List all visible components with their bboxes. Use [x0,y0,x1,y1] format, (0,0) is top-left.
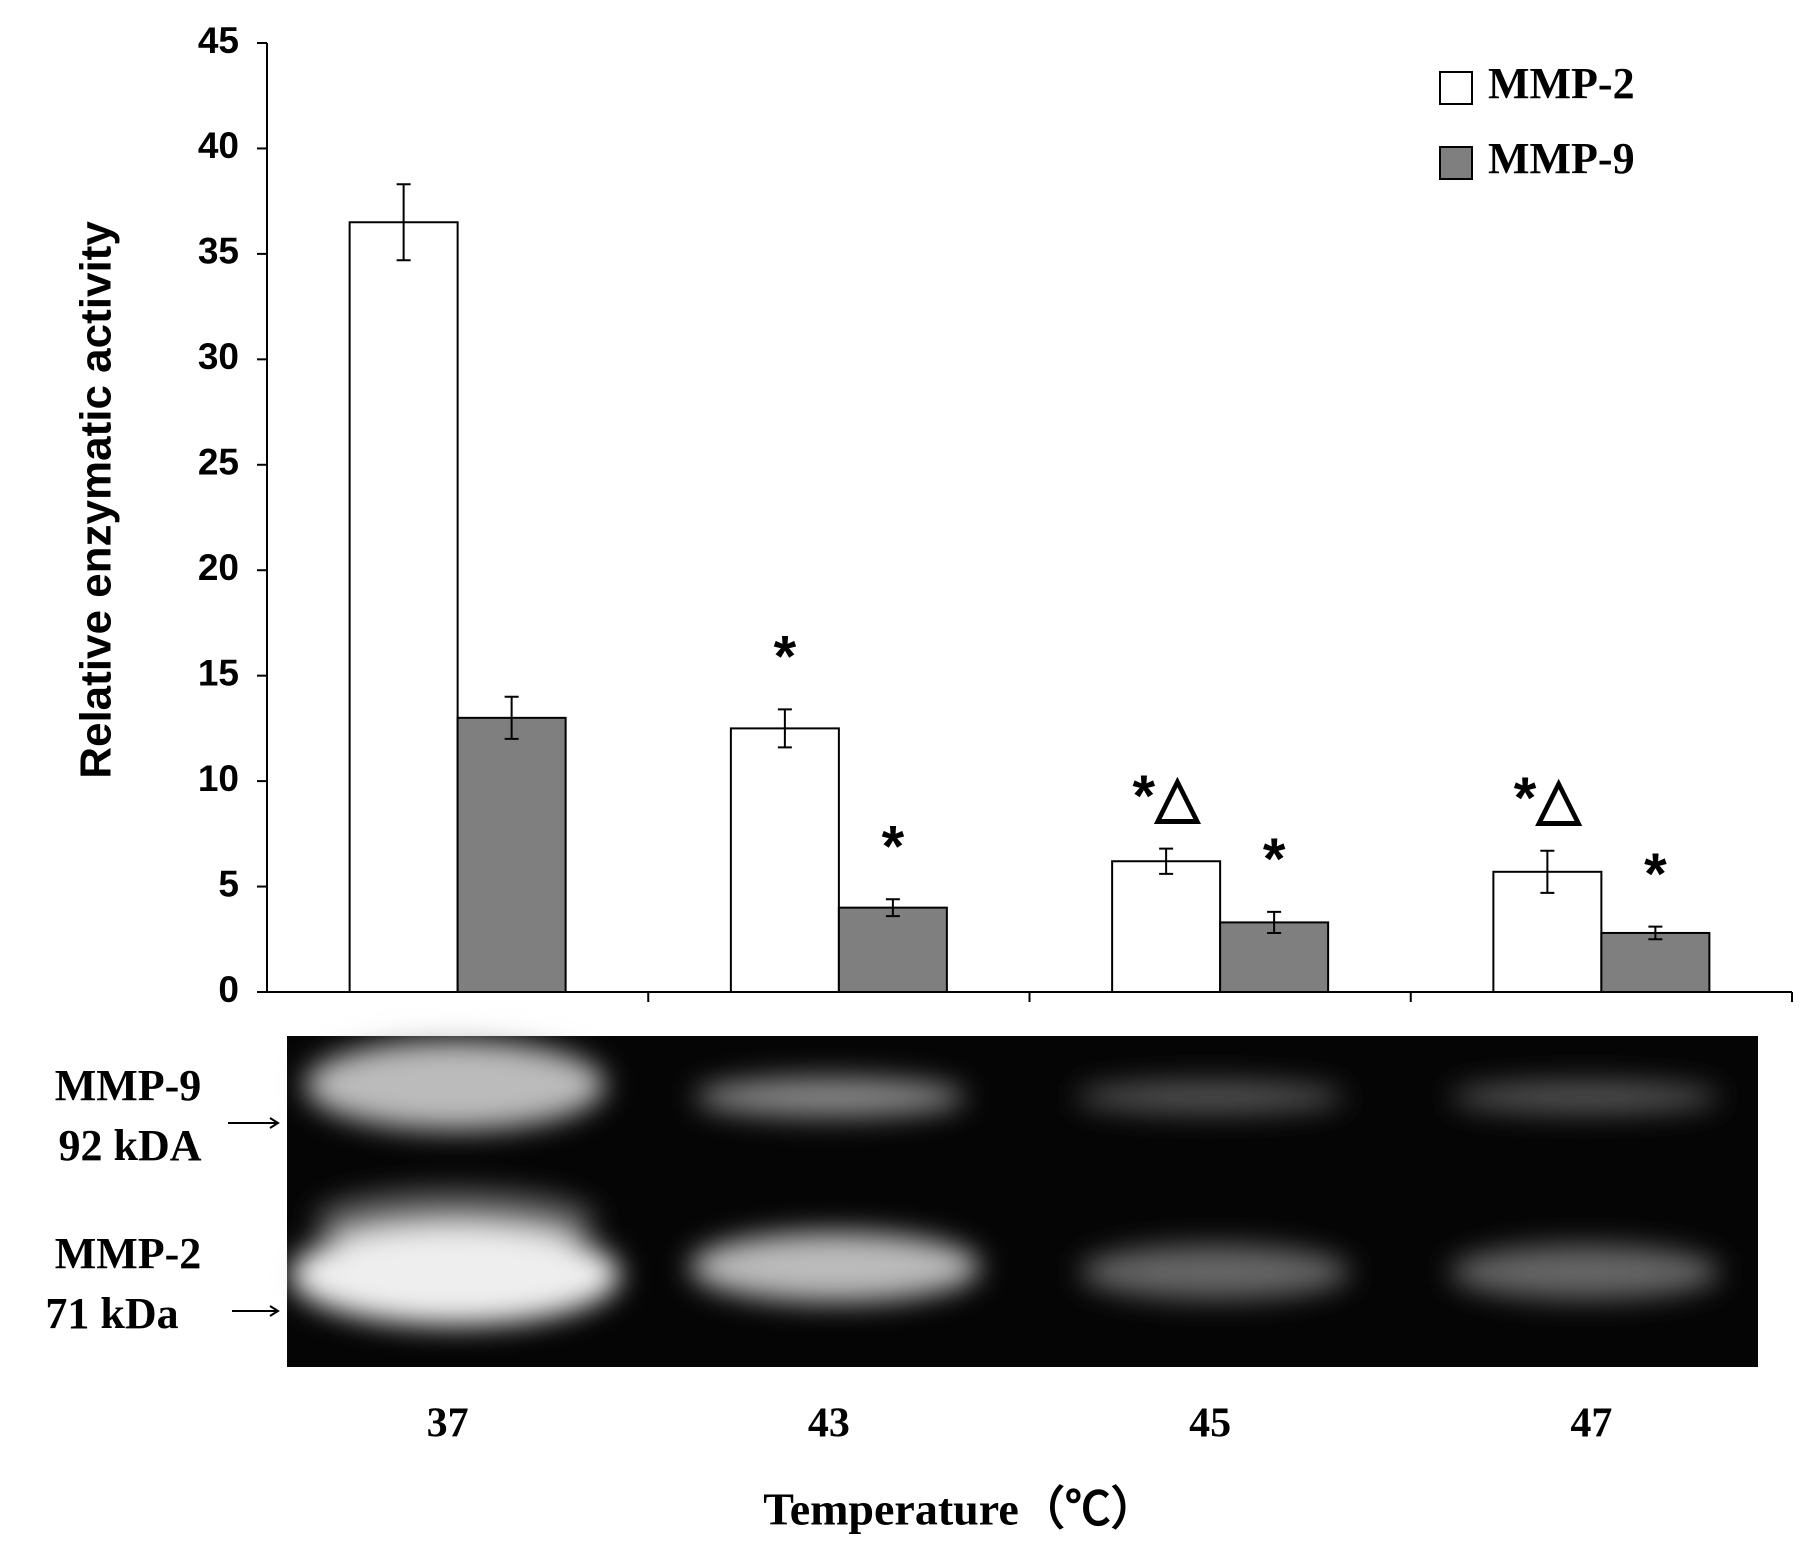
gel-label: MMP-9 [55,1061,202,1110]
error-bar [1267,910,1282,934]
arrow [228,1117,280,1129]
x-tick-label: 47 [1570,1401,1612,1447]
bar [729,727,840,994]
y-axis-label: Relative enzymatic activity [72,221,121,779]
y-tick-label: 0 [218,969,239,1010]
bar [1219,921,1330,994]
legend-swatch [1439,146,1473,180]
error-bar [885,898,900,918]
significance-marker: * [1644,842,1667,907]
y-tick-label: 30 [198,336,239,377]
y-tick-label: 15 [198,652,239,693]
x-axis-label: Temperature（℃） [763,1484,1157,1535]
error-bar [1648,925,1663,941]
significance-marker: * [774,625,797,690]
bar [837,906,948,994]
error-bar [504,695,519,740]
gel-label: 92 kDA [58,1121,201,1170]
legend-swatch [1439,71,1473,105]
significance-marker: *△ [1514,766,1583,831]
significance-marker: * [1263,827,1286,892]
legend-label: MMP-2 [1488,59,1635,108]
gel-label: MMP-2 [55,1229,202,1278]
bar [1600,931,1711,993]
gel-image [287,1036,1758,1367]
y-tick-label: 20 [198,547,239,588]
error-bar [777,708,792,749]
error-bar [1540,849,1555,894]
bar [1111,860,1222,994]
y-tick-label: 35 [198,231,239,272]
x-tick-label: 37 [427,1401,469,1447]
bar [348,221,459,993]
bar [456,716,567,993]
y-tick-label: 45 [198,20,239,61]
legend-label: MMP-9 [1488,134,1635,183]
y-tick-label: 10 [198,758,239,799]
significance-marker: * [882,815,905,880]
y-tick-label: 40 [198,125,239,166]
x-tick-label: 45 [1189,1401,1231,1447]
error-bar [1159,847,1174,875]
x-tick-label: 43 [808,1401,850,1447]
arrow [232,1305,280,1317]
y-tick-label: 25 [198,442,239,483]
y-tick-label: 5 [218,863,239,904]
gel-label: 71 kDa [45,1289,178,1338]
significance-marker: *△ [1133,764,1202,829]
error-bar [396,183,411,262]
